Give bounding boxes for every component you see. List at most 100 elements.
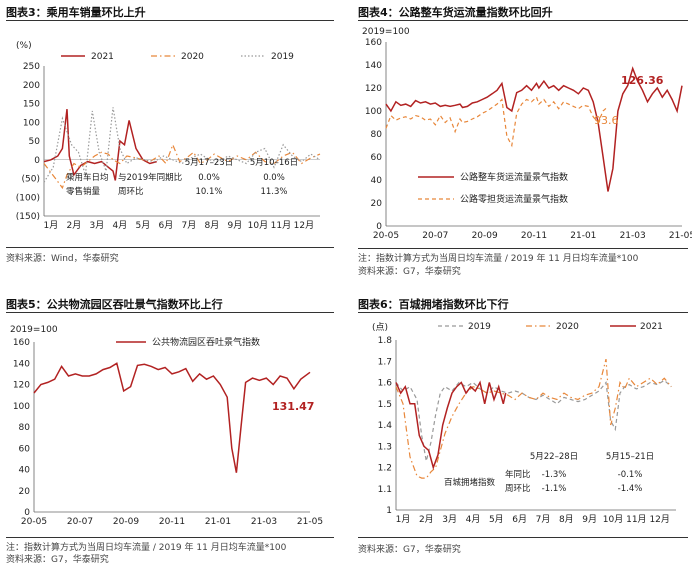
- series-line-公路整车货运流量景气指数: [385, 66, 683, 192]
- panel-title: 图表5：公共物流园区吞吐景气指数环比上行: [6, 298, 223, 311]
- y-tick-label: 200: [23, 81, 40, 91]
- x-tick-label: 6月: [512, 514, 527, 525]
- y-tick-label: 20: [371, 199, 383, 209]
- data-label-last: 126.36: [621, 74, 664, 87]
- y-tick-label: 1.2: [378, 464, 392, 474]
- annotation-label: 百城拥堵指数: [444, 477, 496, 488]
- x-tick-label: 12月: [649, 514, 669, 525]
- x-tick-label: 20-11: [521, 231, 547, 241]
- chart5-svg: 2019=100 0 20 40 60 80 100 120 140 160 20-05 20-07 2…: [10, 325, 323, 527]
- x-tick-label: 8月: [205, 220, 220, 231]
- y-tick-label: 80: [371, 130, 383, 140]
- y-tick-label: 250: [23, 62, 40, 72]
- source-rule: [6, 537, 334, 538]
- annotation-value: -0.1%: [618, 470, 643, 480]
- x-tick-label: 20-05: [373, 231, 399, 241]
- y-tick-label: 100: [365, 107, 382, 117]
- y-tick-label: 140: [365, 61, 382, 71]
- series-line-公路零担货运流量景气指数: [385, 96, 609, 148]
- x-tick-label: 20-09: [113, 517, 139, 527]
- x-tick-label: 7月: [536, 514, 551, 525]
- data-label-low: 93.6: [594, 114, 619, 127]
- annotation-period: 5月15–21日: [606, 452, 654, 462]
- x-tick-label: 3月: [90, 220, 105, 231]
- panel-title: 图表6：百城拥堵指数环比下行: [358, 298, 509, 311]
- x-tick-label: 7月: [182, 220, 197, 231]
- source-text: 资料来源：G7，华泰研究: [358, 545, 461, 555]
- x-tick-label: 4月: [113, 220, 128, 231]
- y-tick-label: 20: [19, 487, 31, 497]
- annotation-value: -1.1%: [542, 484, 567, 494]
- x-tick-label: 2月: [67, 220, 82, 231]
- x-tick-label: 11月: [271, 220, 291, 231]
- annotation-value: 11.3%: [260, 187, 287, 197]
- y-tick-label: (50): [22, 175, 40, 185]
- y-tick-label: 1.4: [378, 421, 393, 431]
- series-line-2019: [43, 107, 321, 183]
- y-axis-unit: (%): [16, 41, 32, 51]
- y-tick-label: 60: [19, 444, 31, 454]
- chart3-svg: (%) (150) (100) (50) 0 50 100 150 200 250 1月 2月 3月 4月…: [16, 41, 321, 231]
- x-tick-label: 9月: [228, 220, 243, 231]
- data-label-last: 131.47: [272, 400, 314, 413]
- y-tick-label: 1.8: [378, 336, 393, 346]
- source-rule: [6, 247, 334, 248]
- x-tick-label: 21-01: [205, 517, 231, 527]
- note-text: 注：指数计算方式为当周日均车流量 / 2019 年 11 月日均车流量*100: [6, 543, 287, 553]
- y-tick-label: 60: [371, 153, 383, 163]
- y-tick-label: 50: [29, 137, 41, 147]
- annotation-period: 5月22–28日: [530, 452, 578, 462]
- x-tick-label: 21-05: [297, 517, 323, 527]
- x-tick-label: 21-01: [570, 231, 596, 241]
- legend-label: 公共物流园区吞吐景气指数: [152, 336, 260, 348]
- y-tick-label: 160: [365, 38, 382, 48]
- x-tick-label: 3月: [442, 514, 457, 525]
- x-tick-label: 2月: [419, 514, 434, 525]
- x-tick-label: 10月: [603, 514, 623, 525]
- legend-label-2019: 2019: [271, 52, 294, 62]
- y-tick-label: 1.7: [378, 357, 392, 367]
- chart6-svg: (点) 1 1.1 1.2 1.3 1.4 1.5 1.6 1.7 1.8 1月 2月 3月 4月 5月 6月…: [372, 322, 676, 525]
- title-rule: [358, 312, 688, 313]
- x-tick-label: 20-09: [472, 231, 498, 241]
- legend-label-2020: 2020: [181, 52, 204, 62]
- source-text: 资料来源：Wind，华泰研究: [6, 254, 119, 264]
- y-tick-label: 100: [23, 118, 40, 128]
- annotation-row-label: 年同比: [505, 469, 531, 480]
- annotation-value: 0.0%: [198, 173, 220, 183]
- x-tick-label: 21-03: [620, 231, 646, 241]
- panel-chart3: 图表3：乘用车销量环比上升 (%) (150) (100) (50) 0 50 100 150…: [6, 4, 334, 266]
- x-tick-label: 1月: [396, 514, 411, 525]
- y-axis-unit: 2019=100: [362, 27, 410, 37]
- x-tick-label: 8月: [559, 514, 574, 525]
- title-rule: [6, 312, 334, 313]
- y-tick-label: 140: [13, 359, 30, 369]
- x-tick-label: 21-05: [669, 231, 692, 241]
- annotation-label: 乘用车日均: [66, 172, 109, 183]
- x-tick-label: 1月: [44, 220, 59, 231]
- y-tick-label: 150: [23, 100, 40, 110]
- y-tick-label: 100: [13, 402, 30, 412]
- legend-label: 公路零担货运流量景气指数: [460, 193, 568, 205]
- annotation-label: 零售销量: [66, 186, 101, 197]
- y-tick-label: 0: [34, 156, 40, 166]
- source-rule: [358, 248, 688, 249]
- y-tick-label: 40: [19, 466, 31, 476]
- annotation-period: 5月17–23日: [185, 158, 233, 168]
- y-tick-label: 120: [13, 381, 30, 391]
- y-tick-label: 1.6: [378, 379, 393, 389]
- series-line-2020: [43, 143, 321, 190]
- x-tick-label: 20-05: [21, 517, 47, 527]
- y-tick-label: 1: [386, 506, 392, 516]
- x-tick-label: 11月: [626, 514, 646, 525]
- title-rule: [358, 20, 688, 21]
- panel-title: 图表4：公路整车货运流量指数环比回升: [358, 6, 553, 19]
- y-tick-label: 40: [371, 176, 383, 186]
- panel-chart4: 图表4：公路整车货运流量指数环比回升 2019=100 0 20 40 60 80 100 1…: [358, 4, 692, 277]
- series-line-2019: [395, 379, 672, 462]
- source-text: 资料来源：G7，华泰研究: [358, 267, 461, 277]
- chart4-svg: 2019=100 0 20 40 60 80 100 120 140 160 20-05 20-07 2…: [362, 27, 692, 241]
- annotation-label: 与2019年同期比: [118, 172, 182, 183]
- annotation-value: 0.0%: [263, 173, 285, 183]
- title-rule: [6, 20, 334, 21]
